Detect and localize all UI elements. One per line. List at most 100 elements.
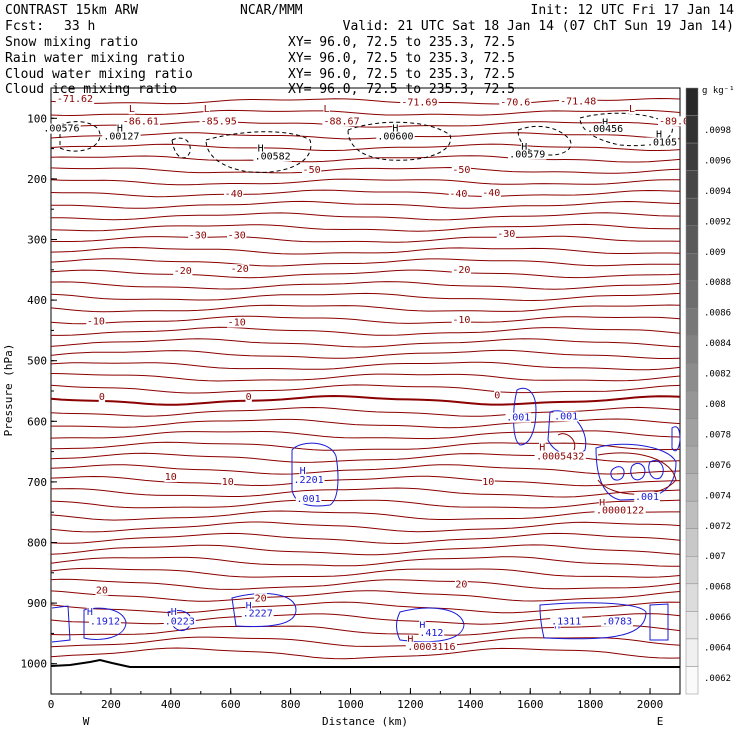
colorbar-label: .0068 (704, 583, 731, 593)
cloud-water-contour (672, 427, 680, 451)
contour-labels: -71.62-86.61 -85.95 -88.67-71.69 -70.6 -71.4… (42, 94, 690, 653)
colorbar-swatch (686, 584, 698, 612)
value-label: .001 (635, 492, 659, 503)
colorbar-swatch (686, 281, 698, 309)
colorbar-label: .0066 (704, 613, 731, 623)
value-label: .1912 (90, 616, 120, 627)
high-low-label: L (629, 104, 635, 115)
isotherm-line (51, 305, 680, 312)
isotherm-line (51, 350, 680, 358)
high-low-label: L (129, 104, 135, 115)
value-label: .0005432 (536, 451, 584, 462)
y-tick-label: 700 (27, 476, 47, 489)
value-label: .00456 (587, 124, 623, 135)
org-title: NCAR/MMM (240, 3, 303, 18)
isotherm-line (51, 282, 680, 290)
colorbar-label: .0076 (704, 461, 731, 471)
field-name-snow: Snow mixing ratio (5, 35, 138, 50)
x-tick-label: 200 (101, 698, 121, 711)
value-label: .00600 (377, 132, 413, 143)
field-xy-snow: XY= 96.0, 72.5 to 235.3, 72.5 (288, 35, 515, 50)
value-label: .00127 (103, 132, 139, 143)
field-xy-cloudice: XY= 96.0, 72.5 to 235.3, 72.5 (288, 82, 515, 97)
x-tick-label: 800 (281, 698, 301, 711)
colorbar-swatch (686, 308, 698, 336)
cloud-water-contour (52, 606, 70, 642)
field-xy-cloudwater: XY= 96.0, 72.5 to 235.3, 72.5 (288, 67, 515, 82)
isotherm-line (51, 190, 680, 197)
temperature-label: -20 (231, 264, 249, 275)
x-axis-label: Distance (km) (322, 715, 408, 728)
isotherm-line (51, 591, 680, 602)
colorbar: .0098 .0096 .0094 .0092 .009 .0088 .0086 .0084.… (686, 88, 731, 694)
temperature-label: -30 (189, 230, 207, 241)
cloud-water-contour (650, 604, 668, 640)
temperature-label: -50 (452, 165, 470, 176)
temperature-label: -85.95 (201, 116, 237, 127)
isotherm-line (51, 327, 680, 335)
value-label: .00579 (509, 150, 545, 161)
y-tick-label: 200 (27, 173, 47, 186)
colorbar-swatch (686, 446, 698, 474)
temperature-label: -10 (452, 315, 470, 326)
high-low-label: L (324, 104, 330, 115)
isotherm-line (51, 316, 680, 324)
colorbar-swatch (686, 474, 698, 502)
temperature-label: -40 (225, 189, 243, 200)
value-label: 20 (255, 593, 267, 604)
temperature-label: 20 (455, 579, 467, 590)
model-title: CONTRAST 15km ARW (5, 3, 138, 18)
fcst-label: Fcst: (5, 19, 44, 34)
value-label: .0105 (647, 138, 677, 149)
colorbar-label: .0074 (704, 491, 731, 501)
cloud-water-contour (631, 463, 645, 479)
terrain-line (51, 660, 680, 667)
x-tick-label: 1600 (517, 698, 544, 711)
colorbar-unit: g kg⁻¹ (702, 86, 735, 96)
temperature-label: -71.62 (57, 94, 93, 105)
isotherm-line (51, 476, 680, 486)
temperature-label: -50 (303, 165, 321, 176)
value-label: .0223 (165, 616, 195, 627)
value-label: .2227 (243, 608, 273, 619)
isotherm-line (51, 614, 680, 625)
temperature-label: -10 (228, 318, 246, 329)
colorbar-swatch (686, 363, 698, 391)
isotherm-line (51, 602, 680, 613)
temperature-label: -10 (87, 316, 105, 327)
colorbar-label: .0062 (704, 674, 731, 684)
isotherm-line (51, 568, 680, 577)
y-tick-label: 900 (27, 597, 47, 610)
x-tick-label: 1800 (577, 698, 604, 711)
value-label: .1311 (551, 616, 581, 627)
colorbar-label: .0092 (704, 217, 731, 227)
temperature-label: -20 (174, 266, 192, 277)
isotherm-line (51, 156, 680, 162)
colorbar-swatch (686, 611, 698, 639)
colorbar-swatch (686, 143, 698, 171)
colorbar-swatch (686, 253, 698, 281)
value-label: .001 (554, 411, 578, 422)
high-low-label: L (204, 104, 210, 115)
isotherm-line (51, 545, 680, 555)
colorbar-label: .0094 (704, 187, 731, 197)
field-name-cloudwater: Cloud water mixing ratio (5, 67, 193, 82)
y-tick-label: 800 (27, 537, 47, 550)
colorbar-swatch (686, 556, 698, 584)
value-label: .2201 (294, 475, 324, 486)
value-label: .0003116 (407, 642, 455, 653)
isotherm-line (51, 488, 680, 497)
snow-contour (172, 138, 190, 158)
x-tick-label: 0 (48, 698, 55, 711)
colorbar-swatch (686, 501, 698, 529)
isotherm-line (51, 500, 680, 508)
temperature-label: -71.48 (560, 96, 596, 107)
temperature-label: -86.61 (123, 116, 159, 127)
isotherm-line (51, 179, 680, 185)
value-label: .0783 (602, 616, 632, 627)
x-tick-label: 1200 (397, 698, 424, 711)
isotherm-line (51, 407, 680, 416)
colorbar-swatch (686, 666, 698, 694)
isotherm-line (51, 362, 680, 370)
temperature-label: 10 (165, 472, 177, 483)
